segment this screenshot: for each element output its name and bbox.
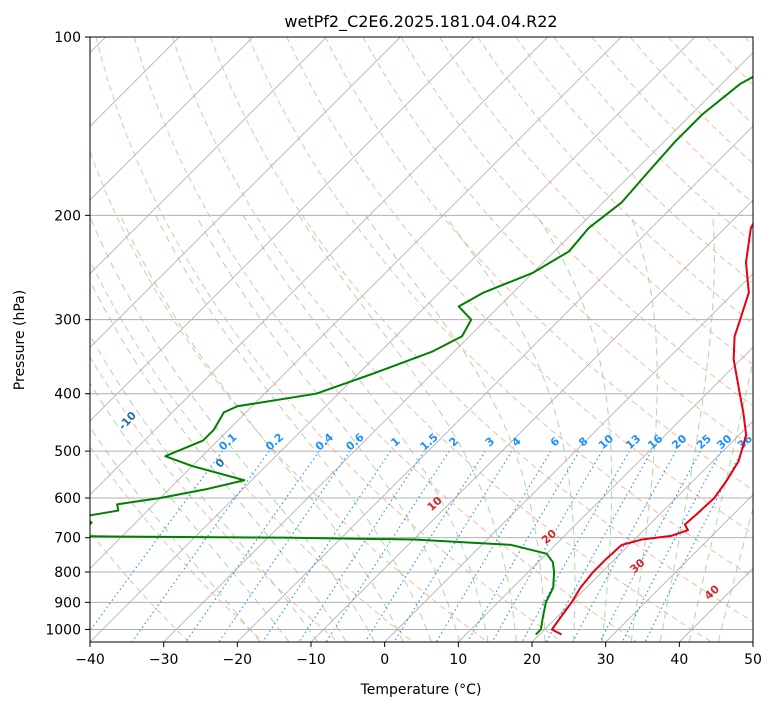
moist-adiabat bbox=[90, 279, 347, 642]
x-tick-label: −20 bbox=[223, 652, 253, 668]
dry-adiabat bbox=[171, 37, 712, 642]
x-tick-label: 50 bbox=[744, 652, 762, 668]
moist-adiabat bbox=[659, 215, 715, 642]
dry-adiabat bbox=[95, 37, 563, 642]
y-axis: 100 200 300 400 500 600 700 800 900 1000 bbox=[45, 30, 90, 638]
moist-adiabat bbox=[688, 358, 753, 642]
x-tick-label: −10 bbox=[296, 652, 326, 668]
dry-adiabat bbox=[90, 445, 264, 642]
y-tick-label: 800 bbox=[54, 565, 81, 581]
y-tick-label: 500 bbox=[54, 444, 81, 460]
isotherm bbox=[90, 37, 401, 348]
mixing-ratio-line bbox=[644, 450, 743, 642]
x-tick-label: −30 bbox=[149, 652, 179, 668]
x-tick-label: 20 bbox=[523, 652, 541, 668]
dewpoint-profile bbox=[90, 75, 753, 636]
moist-adiabat bbox=[536, 215, 613, 642]
mixing-ratio-line bbox=[325, 450, 450, 642]
y-tick-label: 300 bbox=[54, 313, 81, 329]
mixing-ratio-line bbox=[545, 450, 653, 642]
mixing-ratio-line bbox=[467, 450, 580, 642]
dry-adiabat bbox=[90, 356, 339, 642]
dry-adiabat bbox=[90, 150, 488, 642]
isotherm bbox=[605, 494, 753, 642]
isotherm bbox=[90, 37, 548, 496]
isotherm bbox=[237, 125, 753, 642]
y-tick-label: 100 bbox=[54, 30, 81, 46]
isotherm bbox=[90, 37, 622, 569]
moist-adiabat bbox=[298, 215, 517, 642]
y-tick-label: 400 bbox=[54, 387, 81, 403]
moist-adiabat bbox=[90, 382, 290, 642]
dry-adiabat bbox=[133, 37, 638, 642]
profiles bbox=[90, 75, 753, 636]
mixing-ratio-line bbox=[435, 450, 552, 642]
moist-adiabat bbox=[120, 215, 404, 642]
dry-adiabat bbox=[324, 37, 753, 491]
mixing-ratio-line bbox=[599, 450, 702, 642]
dry-adiabat bbox=[210, 37, 753, 623]
mixing-ratio-line bbox=[572, 450, 677, 642]
y-tick-label: 900 bbox=[54, 595, 81, 611]
x-tick-label: −40 bbox=[75, 652, 105, 668]
x-tick-label: 10 bbox=[449, 652, 467, 668]
background-lines bbox=[90, 37, 753, 642]
x-tick-label: 30 bbox=[597, 652, 615, 668]
moist-adiabat bbox=[364, 215, 546, 642]
y-tick-label: 600 bbox=[54, 491, 81, 507]
mixing-ratio-line bbox=[521, 450, 630, 642]
moist-adiabat bbox=[717, 506, 753, 642]
isotherm bbox=[384, 273, 753, 642]
isotherm bbox=[90, 37, 696, 642]
moist-adiabat bbox=[90, 334, 319, 642]
mixing-ratio-line bbox=[621, 450, 722, 642]
dry-adiabat bbox=[286, 37, 753, 534]
moist-adiabat bbox=[242, 215, 489, 642]
dry-adiabat bbox=[439, 37, 753, 366]
y-axis-label: Pressure (hPa) bbox=[12, 290, 28, 390]
dry-adiabat bbox=[248, 37, 753, 578]
moist-adiabat bbox=[195, 215, 461, 642]
chart-title: wetPf2_C2E6.2025.181.04.04.R22 bbox=[284, 12, 557, 32]
dry-adiabat bbox=[90, 259, 414, 642]
moist-adiabat bbox=[444, 215, 576, 642]
isotherm bbox=[90, 37, 254, 201]
y-tick-label: 1000 bbox=[45, 622, 81, 638]
mixing-ratio-line bbox=[218, 450, 351, 642]
temperature-profile bbox=[550, 222, 753, 636]
x-axis-label: Temperature (°C) bbox=[360, 682, 482, 698]
x-tick-label: 40 bbox=[670, 652, 688, 668]
mixing-ratio-line bbox=[298, 450, 425, 642]
isotherm bbox=[90, 37, 475, 422]
mixing-ratio-line bbox=[90, 450, 223, 632]
x-axis: −40 −30 −20 −10 0 10 20 30 40 50 bbox=[75, 642, 762, 668]
dry-adiabat bbox=[477, 37, 753, 325]
plot-frame bbox=[89, 36, 754, 643]
mixing-ratio-line bbox=[491, 450, 603, 642]
isotherm bbox=[458, 346, 753, 642]
moist-adiabat bbox=[90, 426, 261, 642]
y-tick-label: 700 bbox=[54, 531, 81, 547]
isotherm bbox=[163, 52, 753, 642]
isotherm bbox=[90, 37, 327, 275]
y-tick-label: 200 bbox=[54, 208, 81, 224]
moist-adiabat bbox=[630, 215, 658, 642]
x-tick-label: 0 bbox=[380, 652, 389, 668]
mixing-ratio-line bbox=[262, 450, 392, 642]
